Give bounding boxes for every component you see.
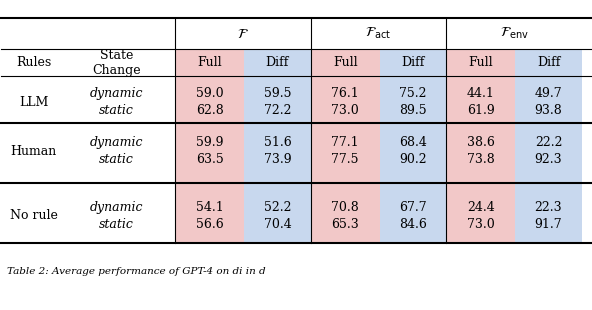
Text: Diff: Diff	[537, 56, 560, 69]
Bar	[175, 183, 244, 242]
Text: Full: Full	[333, 56, 358, 69]
Text: Full: Full	[468, 56, 493, 69]
Bar	[515, 76, 582, 123]
Text: Diff: Diff	[266, 56, 289, 69]
Bar	[446, 49, 515, 76]
Bar	[446, 76, 515, 123]
Text: 91.7: 91.7	[535, 218, 562, 231]
Bar	[379, 123, 446, 183]
Bar	[244, 123, 311, 183]
Text: Human: Human	[11, 145, 57, 158]
Bar	[379, 183, 446, 242]
Text: 38.6: 38.6	[466, 136, 495, 149]
Text: dynamic: dynamic	[89, 136, 143, 149]
Text: 77.1: 77.1	[332, 136, 359, 149]
Text: static: static	[99, 153, 134, 166]
Text: 73.0: 73.0	[467, 218, 494, 231]
Text: Table 2: Average performance of GPT-4 on di in d: Table 2: Average performance of GPT-4 on…	[7, 267, 266, 276]
Text: 56.6: 56.6	[196, 218, 224, 231]
Text: No rule: No rule	[10, 209, 58, 222]
Text: 63.5: 63.5	[196, 153, 224, 166]
Text: 65.3: 65.3	[332, 218, 359, 231]
Text: 84.6: 84.6	[399, 218, 427, 231]
Text: 76.1: 76.1	[332, 87, 359, 100]
Text: 89.5: 89.5	[399, 104, 427, 117]
Text: $\mathcal{F}$: $\mathcal{F}$	[237, 27, 249, 41]
Bar	[446, 123, 515, 183]
Text: 68.4: 68.4	[399, 136, 427, 149]
Text: 59.9: 59.9	[196, 136, 223, 149]
Text: 70.8: 70.8	[332, 201, 359, 214]
Text: 59.0: 59.0	[196, 87, 224, 100]
Text: Change: Change	[92, 64, 140, 77]
Bar	[515, 123, 582, 183]
Bar	[244, 76, 311, 123]
Text: dynamic: dynamic	[89, 201, 143, 214]
Text: $\mathcal{F}_{\mathrm{act}}$: $\mathcal{F}_{\mathrm{act}}$	[365, 26, 391, 41]
Bar	[515, 183, 582, 242]
Text: 75.2: 75.2	[399, 87, 427, 100]
Bar	[311, 183, 379, 242]
Text: 90.2: 90.2	[399, 153, 427, 166]
Bar	[515, 49, 582, 76]
Text: $\mathcal{F}_{\mathrm{env}}$: $\mathcal{F}_{\mathrm{env}}$	[500, 26, 529, 41]
Bar	[446, 183, 515, 242]
Text: 22.2: 22.2	[535, 136, 562, 149]
Text: State: State	[99, 49, 133, 62]
Text: 62.8: 62.8	[196, 104, 224, 117]
Text: 72.2: 72.2	[263, 104, 291, 117]
Text: 52.2: 52.2	[263, 201, 291, 214]
Text: 70.4: 70.4	[263, 218, 291, 231]
Text: 24.4: 24.4	[467, 201, 494, 214]
Bar	[379, 49, 446, 76]
Text: static: static	[99, 218, 134, 231]
Text: 49.7: 49.7	[535, 87, 562, 100]
Bar	[175, 76, 244, 123]
Text: 93.8: 93.8	[535, 104, 562, 117]
Bar	[244, 49, 311, 76]
Text: 92.3: 92.3	[535, 153, 562, 166]
Text: static: static	[99, 104, 134, 117]
Text: LLM: LLM	[19, 95, 49, 108]
Text: 61.9: 61.9	[467, 104, 494, 117]
Text: 54.1: 54.1	[196, 201, 224, 214]
Text: 59.5: 59.5	[263, 87, 291, 100]
Text: 73.8: 73.8	[467, 153, 494, 166]
Text: 67.7: 67.7	[399, 201, 427, 214]
Bar	[175, 49, 244, 76]
Bar	[311, 76, 379, 123]
Text: 44.1: 44.1	[466, 87, 495, 100]
Text: 22.3: 22.3	[535, 201, 562, 214]
Text: 51.6: 51.6	[263, 136, 291, 149]
Bar	[311, 49, 379, 76]
Bar	[244, 183, 311, 242]
Bar	[379, 76, 446, 123]
Text: Full: Full	[197, 56, 222, 69]
Text: dynamic: dynamic	[89, 87, 143, 100]
Text: 73.9: 73.9	[263, 153, 291, 166]
Text: 73.0: 73.0	[332, 104, 359, 117]
Text: 77.5: 77.5	[332, 153, 359, 166]
Text: Diff: Diff	[401, 56, 424, 69]
Bar	[175, 123, 244, 183]
Text: Rules: Rules	[16, 56, 52, 69]
Bar	[311, 123, 379, 183]
